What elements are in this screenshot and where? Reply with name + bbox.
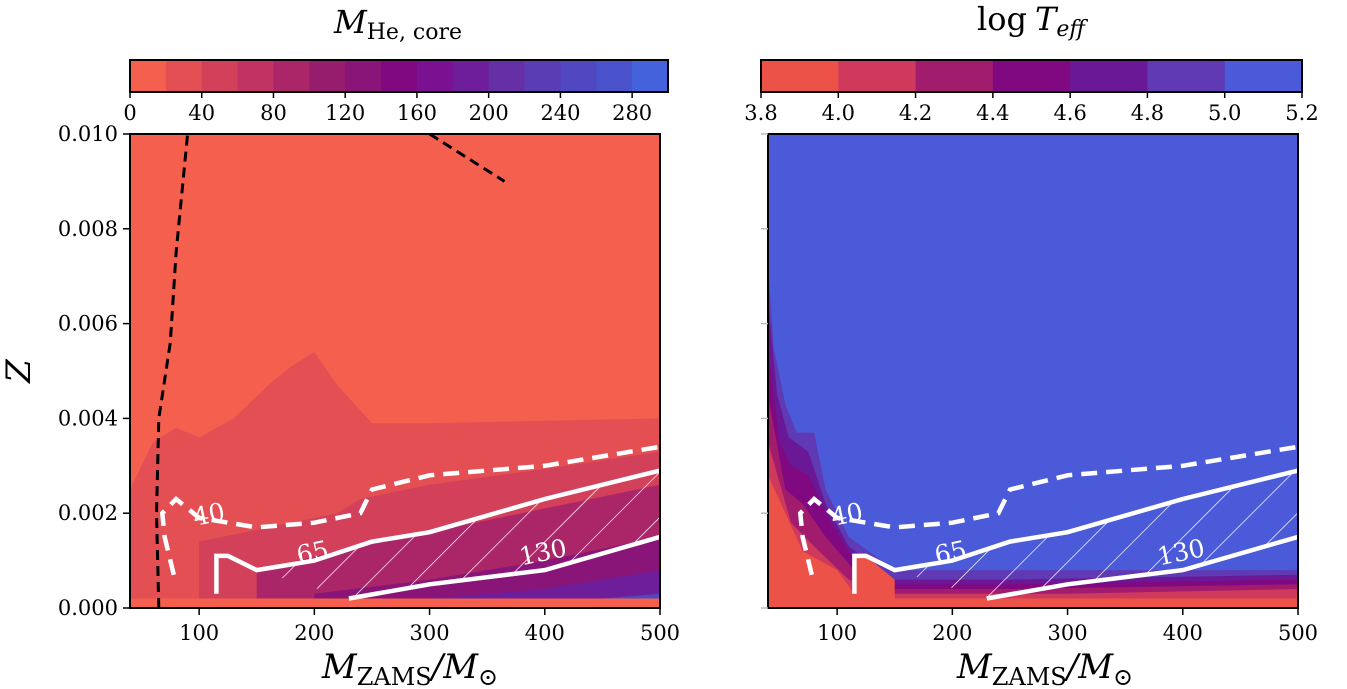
x-tick-label: 400 <box>1163 621 1203 645</box>
colorbar-level-swatch <box>560 60 597 92</box>
colorbar-tick-label: 5.0 <box>1208 101 1241 125</box>
colorbar-tick-label: 280 <box>612 101 652 125</box>
colorbar-tick-label: 240 <box>540 101 580 125</box>
contour-line-130 <box>986 534 1298 601</box>
colorbar-tick-label: 0 <box>123 101 136 125</box>
y-tick-label: 0.002 <box>58 501 118 525</box>
left-x-axis-label: MZAMS/M⊙ <box>321 647 498 689</box>
black-dashed-boundary <box>154 134 190 608</box>
zero-z-strip <box>130 598 660 608</box>
x-tick-label: 300 <box>1048 621 1088 645</box>
x-tick-label: 200 <box>294 621 334 645</box>
colorbar-tick-label: 4.0 <box>822 101 855 125</box>
hatched-region <box>894 470 1298 599</box>
right-plot-frame <box>767 133 1299 609</box>
colorbar-level-swatch <box>345 60 382 92</box>
contour-line-65 <box>852 468 1298 594</box>
colorbar-tick-label: 80 <box>260 101 287 125</box>
hatched-region <box>256 470 660 599</box>
colorbar-frame <box>760 59 1303 93</box>
contour-line-130 <box>348 534 660 601</box>
y-tick-label: 0.008 <box>58 217 118 241</box>
y-tick-label: 0.006 <box>58 312 118 336</box>
colorbar-level-swatch <box>488 60 526 92</box>
colorbar-frame <box>129 59 669 93</box>
colorbar-tick-label: 5.2 <box>1285 101 1318 125</box>
colorbar-level-swatch <box>761 60 839 92</box>
colorbar-tick-label: 200 <box>469 101 509 125</box>
colorbar-level-swatch <box>1070 60 1148 92</box>
colorbar-level-swatch <box>381 60 418 92</box>
left-plot-frame <box>129 133 661 609</box>
right-colorbar: 3.8 4.0 4.2 4.4 4.6 4.8 5.0 5.2 <box>744 59 1319 125</box>
contour-label-40: 40 <box>190 497 227 532</box>
x-tick-label: 100 <box>817 621 857 645</box>
y-tick-label: 0.000 <box>58 596 118 620</box>
x-tick-label: 300 <box>410 621 450 645</box>
colorbar-level-swatch <box>273 60 310 92</box>
black-dashed-boundary <box>428 134 506 183</box>
colorbar-level-swatch <box>632 60 669 92</box>
right-x-axis-label: MZAMS/M⊙ <box>956 647 1133 689</box>
colorbar-level-swatch <box>130 60 167 92</box>
colorbar-level-swatch <box>915 60 994 92</box>
colorbar-tick-label: 40 <box>188 101 215 125</box>
colorbar-level-swatch <box>524 60 561 92</box>
colorbar-tick-label: 160 <box>397 101 437 125</box>
zero-z-strip <box>768 598 1298 608</box>
colorbar-level-swatch <box>201 60 239 92</box>
colorbar-level-swatch <box>237 60 274 92</box>
colorbar-tick-label: 4.6 <box>1053 101 1086 125</box>
right-plot-area <box>768 134 1298 608</box>
y-tick-label: 0.004 <box>58 406 118 430</box>
left-colorbar: 0 40 80 120 160 200 240 280 <box>123 59 669 125</box>
x-tick-label: 500 <box>640 621 680 645</box>
x-tick-label: 100 <box>179 621 219 645</box>
colorbar-level-swatch <box>838 60 917 92</box>
colorbar-level-swatch <box>416 60 454 92</box>
left-title: MHe, core <box>333 3 462 45</box>
colorbar-level-swatch <box>309 60 346 92</box>
colorbar-level-swatch <box>992 60 1071 92</box>
x-tick-label: 500 <box>1278 621 1318 645</box>
left-plot-area <box>130 134 660 608</box>
contour-label-65: 65 <box>294 535 331 570</box>
colorbar-tick-label: 120 <box>325 101 365 125</box>
contour-line-65 <box>214 468 660 594</box>
filled-contour-region <box>768 475 895 608</box>
colorbar-level-swatch <box>1224 60 1303 92</box>
contour-label-65: 65 <box>932 535 969 570</box>
contour-label-40: 40 <box>828 497 865 532</box>
colorbar-level-swatch <box>452 60 490 92</box>
colorbar-level-swatch <box>596 60 633 92</box>
contour-line-40 <box>159 444 660 576</box>
colorbar-tick-label: 4.2 <box>899 101 932 125</box>
x-tick-label: 400 <box>525 621 565 645</box>
colorbar-tick-label: 4.8 <box>1131 101 1164 125</box>
contour-line-40 <box>797 444 1298 576</box>
y-tick-label: 0.010 <box>58 122 118 146</box>
colorbar-tick-label: 4.4 <box>976 101 1009 125</box>
x-tick-label: 200 <box>932 621 972 645</box>
colorbar-level-swatch <box>165 60 203 92</box>
colorbar-level-swatch <box>1147 60 1226 92</box>
right-title: log Teff <box>977 0 1088 42</box>
left-y-axis-label: Z <box>0 358 39 384</box>
colorbar-tick-label: 3.8 <box>744 101 777 125</box>
